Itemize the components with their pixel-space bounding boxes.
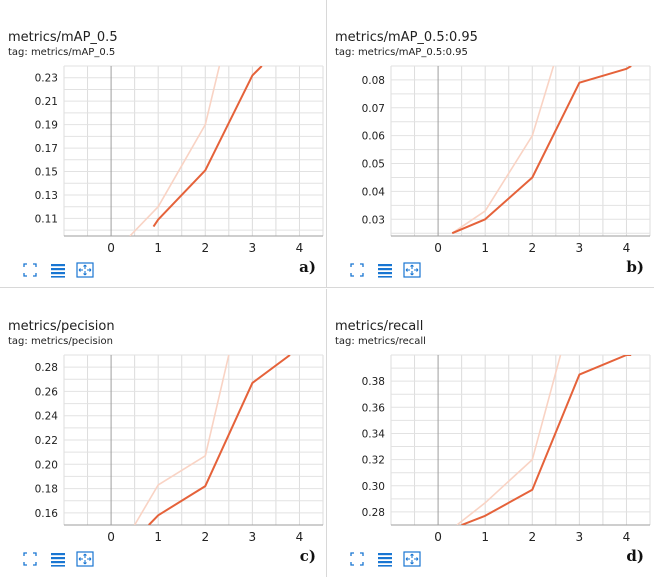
fullscreen-icon[interactable] (349, 262, 365, 278)
y-tick-label: 0.36 (362, 402, 386, 414)
y-tick-label: 0.30 (362, 481, 385, 493)
y-tick-label: 0.32 (362, 455, 385, 467)
y-tick-label: 0.15 (35, 167, 58, 179)
y-tick-label: 0.23 (35, 73, 58, 85)
fullscreen-icon[interactable] (349, 551, 365, 567)
series-line-raw (451, 66, 555, 234)
panel-label: a) (299, 258, 316, 276)
x-tick-label: 4 (623, 530, 631, 544)
x-tick-label: 3 (576, 241, 584, 255)
series-line-raw (133, 355, 230, 525)
x-tick-label: 0 (434, 530, 442, 544)
x-tick-label: 4 (623, 241, 631, 255)
y-tick-label: 0.28 (35, 362, 58, 374)
chart-tag: tag: metrics/recall (335, 336, 426, 347)
series-line-raw (129, 66, 221, 236)
panel-label: d) (626, 547, 644, 565)
x-tick-label: 1 (481, 241, 489, 255)
x-tick-label: 1 (154, 241, 162, 255)
y-tick-label: 0.22 (35, 435, 58, 447)
x-tick-label: 4 (296, 241, 304, 255)
x-tick-label: 2 (201, 241, 209, 255)
y-tick-label: 0.05 (362, 159, 385, 171)
plot-area: 0.03 0.04 0.05 0.06 0.07 0.08 0 1 2 3 4 (362, 65, 651, 255)
chart-tag: tag: metrics/mAP_0.5 (8, 47, 116, 58)
toggle-log-scale-icon[interactable] (377, 262, 393, 278)
fullscreen-icon[interactable] (22, 262, 38, 278)
chart-title: metrics/mAP_0.5 (8, 30, 118, 45)
chart-title: metrics/recall (335, 319, 424, 334)
fullscreen-icon[interactable] (22, 551, 38, 567)
toggle-log-scale-icon[interactable] (50, 551, 66, 567)
fit-domain-icon[interactable] (76, 551, 94, 567)
y-tick-label: 0.18 (35, 484, 58, 496)
chart-title: metrics/mAP_0.5:0.95 (335, 30, 478, 45)
y-tick-label: 0.20 (35, 459, 58, 471)
x-tick-label: 4 (296, 530, 304, 544)
y-tick-label: 0.13 (35, 190, 58, 202)
x-tick-label: 3 (249, 241, 257, 255)
y-tick-label: 0.06 (362, 131, 386, 143)
x-tick-label: 1 (154, 530, 162, 544)
x-tick-label: 3 (576, 530, 584, 544)
y-tick-label: 0.24 (35, 411, 59, 423)
y-tick-label: 0.28 (362, 507, 385, 519)
y-tick-label: 0.07 (362, 103, 385, 115)
series-line-smoothed (451, 66, 632, 235)
series-line-smoothed (148, 355, 291, 525)
y-tick-label: 0.21 (35, 96, 58, 108)
x-tick-label: 0 (434, 241, 442, 255)
y-tick-label: 0.34 (362, 428, 386, 440)
x-tick-label: 2 (201, 530, 209, 544)
plot-area: 0.11 0.13 0.15 0.17 0.19 0.21 0.23 0 1 2 3 4 (35, 65, 324, 255)
y-tick-label: 0.19 (35, 120, 58, 132)
chart-panel-recall: metrics/recall tag: metrics/recall 0.28 0… (327, 289, 654, 577)
y-tick-label: 0.11 (35, 213, 58, 225)
y-tick-label: 0.38 (362, 376, 385, 388)
panel-label: c) (299, 547, 316, 565)
x-tick-label: 3 (249, 530, 257, 544)
plot-area: 0.16 0.18 0.20 0.22 0.24 0.26 0.28 0 1 2 3 4 (35, 354, 324, 544)
chart-panel-map0595: metrics/mAP_0.5:0.95 tag: metrics/mAP_0.… (327, 0, 654, 288)
series-line-raw (456, 355, 562, 525)
x-tick-label: 0 (107, 530, 115, 544)
chart-panel-map05: metrics/mAP_0.5 tag: metrics/mAP_0.5 0.1… (0, 0, 327, 288)
fit-domain-icon[interactable] (76, 262, 94, 278)
series-line-smoothed (152, 66, 263, 228)
panel-label: b) (626, 258, 644, 276)
x-tick-label: 0 (107, 241, 115, 255)
plot-area: 0.28 0.30 0.32 0.34 0.36 0.38 0 1 2 3 4 (362, 354, 651, 544)
x-tick-label: 1 (481, 530, 489, 544)
y-tick-label: 0.26 (35, 386, 59, 398)
fit-domain-icon[interactable] (403, 262, 421, 278)
y-tick-label: 0.16 (35, 508, 59, 520)
toggle-log-scale-icon[interactable] (377, 551, 393, 567)
y-tick-label: 0.04 (362, 186, 386, 198)
x-tick-label: 2 (528, 530, 536, 544)
chart-tag: tag: metrics/pecision (8, 336, 113, 347)
chart-panel-precision: metrics/pecision tag: metrics/pecision 0… (0, 289, 327, 577)
y-tick-label: 0.08 (362, 75, 385, 87)
toggle-log-scale-icon[interactable] (50, 262, 66, 278)
series-line-smoothed (461, 355, 632, 525)
chart-title: metrics/pecision (8, 319, 115, 334)
x-tick-label: 2 (528, 241, 536, 255)
y-tick-label: 0.17 (35, 143, 58, 155)
y-tick-label: 0.03 (362, 214, 385, 226)
fit-domain-icon[interactable] (403, 551, 421, 567)
chart-tag: tag: metrics/mAP_0.5:0.95 (335, 47, 468, 58)
